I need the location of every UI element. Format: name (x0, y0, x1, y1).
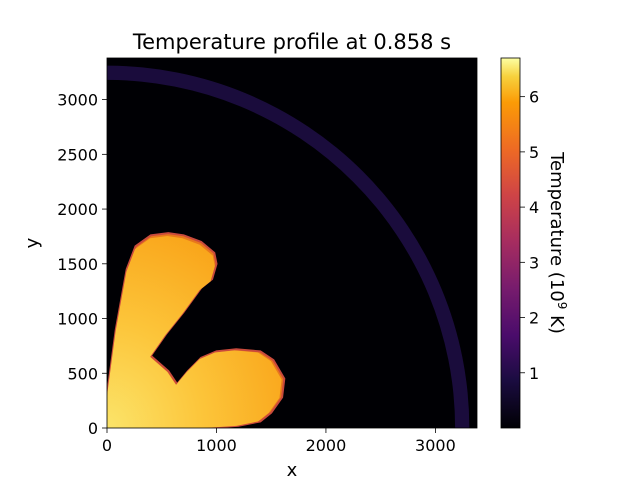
colorbar-label-prefix: Temperature (10 (546, 151, 567, 302)
y-tick-label: 3000 (57, 91, 98, 110)
colorbar-label: Temperature (109 K) (546, 151, 569, 334)
colorbar-tick-label: 4 (529, 198, 539, 217)
plot-area (106, 57, 478, 429)
colorbar-tick-label: 3 (529, 253, 539, 272)
colorbar-fill (500, 57, 521, 429)
colorbar-tick-label: 2 (529, 309, 539, 328)
x-tick-label: 3000 (415, 436, 456, 455)
heatmap-layer (107, 65, 470, 428)
y-axis-label: y (22, 237, 43, 248)
y-tick-label: 0 (88, 419, 98, 438)
x-tick-label: 0 (102, 436, 112, 455)
y-tick-label: 500 (67, 364, 98, 383)
plot-frame (106, 57, 478, 429)
y-tick-label: 2000 (57, 200, 98, 219)
colorbar-tick-label: 1 (529, 364, 539, 383)
colorbar-tick-label: 6 (529, 88, 539, 107)
hot-region (107, 236, 282, 428)
colorbar: 1 2 3 4 5 6 Temperature (109 K) (500, 57, 569, 429)
y-tick-label: 1000 (57, 310, 98, 329)
y-tick-label: 1500 (57, 255, 98, 274)
x-tick-label: 1000 (196, 436, 237, 455)
colorbar-label-suffix: K) (546, 309, 567, 334)
colorbar-tick-label: 5 (529, 143, 539, 162)
colorbar-label-exponent: 9 (555, 302, 569, 310)
y-tick-label: 2500 (57, 145, 98, 164)
x-tick-label: 2000 (306, 436, 347, 455)
chart-title: Temperature profile at 0.858 s (132, 30, 451, 54)
x-axis-label: x (287, 460, 298, 480)
colorbar-ticks: 1 2 3 4 5 6 (520, 88, 539, 383)
y-axis-ticks: 0 500 1000 1500 2000 2500 3000 (57, 91, 107, 438)
x-axis-ticks: 0 1000 2000 3000 (102, 428, 456, 455)
